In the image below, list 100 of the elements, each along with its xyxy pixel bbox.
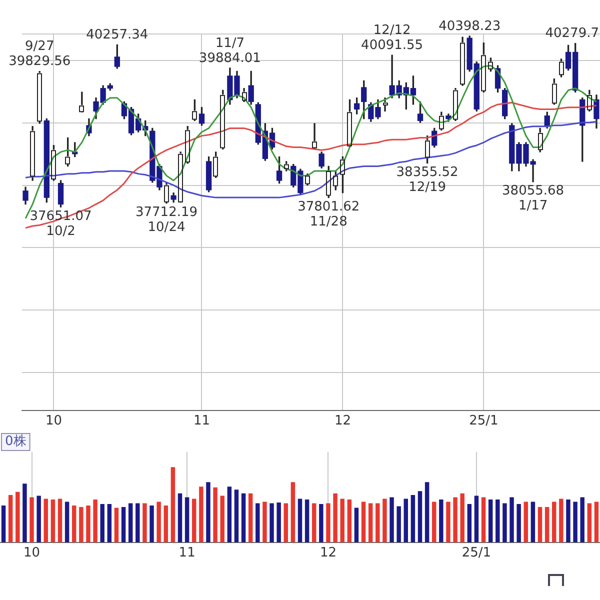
bar [410,494,416,542]
bar [347,499,352,542]
annotation: 10/24 [148,220,186,236]
bar [524,502,528,542]
bar [241,493,246,542]
bar [184,497,190,542]
bar [368,503,373,542]
bar [256,503,260,542]
bar [86,505,90,542]
bar [284,503,288,542]
bar [496,499,500,542]
bar [326,503,330,542]
bar [79,506,84,542]
bar [488,499,493,542]
bar [390,497,394,542]
bar [36,496,41,542]
bar [361,502,366,542]
annotation: 39829.56 [8,54,71,70]
bar [354,508,359,542]
annotation: 38055.68 [502,184,564,199]
x-tick-label: 25/1 [462,546,492,561]
annotation: 37712.19 [135,205,198,220]
bar [544,506,550,542]
bar [319,504,324,542]
bar [439,499,444,542]
bar [304,499,310,542]
bar [530,502,536,542]
x-tick-label: 12 [320,546,337,561]
bar [142,503,147,542]
bar [516,504,521,542]
bar [93,499,98,542]
annotation: 40257.34 [86,28,148,43]
x-tick-label: 12 [334,414,351,429]
bar [128,503,133,542]
bar [262,502,267,542]
bar [418,491,422,542]
annotation: 12/12 [373,22,411,38]
bar [30,497,34,542]
bar [220,496,224,542]
annotation: 37801.62 [298,200,360,215]
bar [72,505,76,542]
bar [312,503,316,542]
bar [474,496,479,542]
bar [8,494,13,542]
bar [552,502,556,542]
annotation: 10/2 [46,224,76,239]
bar [566,499,570,542]
x-tick-label: 11 [193,414,210,429]
bar [270,503,274,542]
bar [64,502,70,542]
annotation: 39884.01 [198,50,261,66]
bar [340,498,344,542]
bar [107,504,112,542]
bar [467,504,472,542]
annotation: 9/27 [25,39,54,54]
annotation: 11/7 [215,36,245,51]
annotation: 40091.55 [361,38,424,53]
bar [156,502,161,542]
bar [594,502,599,542]
bar [170,467,176,542]
bar [404,498,408,542]
bar [192,498,196,542]
bar [396,506,401,542]
x-tick-label: 25/1 [469,414,498,429]
annotation: 40398.23 [438,18,501,34]
x-tick-label: 10 [23,546,40,561]
bar [121,506,126,542]
bar [1,505,6,542]
x-tick-label: 10 [45,414,62,429]
bar [276,502,281,542]
bar [559,498,564,542]
bar [164,505,168,542]
bar [382,498,387,542]
bar [573,502,578,542]
bar [587,503,592,542]
bar [538,506,542,542]
bar [580,497,584,542]
bar [333,493,338,542]
bar [432,502,436,542]
annotation: 1/17 [518,198,548,214]
bar [234,490,239,542]
bar [481,497,486,542]
bar [248,493,253,542]
bar [213,487,218,542]
bar [22,484,27,542]
bar [58,498,62,542]
bar [50,499,56,542]
bar [290,482,296,542]
bar [206,482,210,542]
bar [510,497,514,542]
bar [227,486,232,542]
bar [178,493,182,542]
bar [424,482,430,542]
x-tick-label: 11 [178,546,196,561]
bar [376,503,380,542]
bar [114,508,119,542]
annotation: 12/19 [408,180,446,196]
bar [100,504,104,542]
text: 0株 [5,434,26,449]
bar [150,505,154,542]
